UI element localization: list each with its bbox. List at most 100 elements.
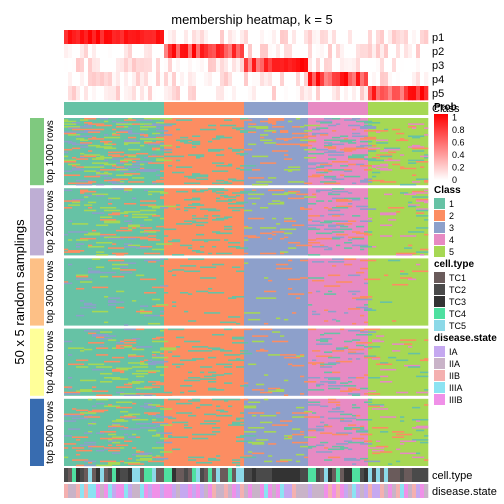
heatmap-segment [416,420,421,422]
heatmap-segment [400,273,409,275]
heatmap-segment [64,282,73,285]
membership-cell [176,58,181,73]
membership-cell [96,72,101,87]
membership-cell [108,30,113,45]
heatmap-segment [132,177,145,179]
heatmap-segment [320,165,333,167]
heatmap-segment [104,360,121,363]
membership-cell [212,58,217,73]
legend-swatch [434,272,445,283]
heatmap-segment [76,278,93,281]
heatmap-segment [156,382,169,384]
membership-cell [228,72,233,87]
heatmap-segment [352,231,361,233]
disease-state-cell [84,484,89,498]
heatmap-segment [128,382,141,384]
heatmap-segment [272,150,289,152]
prob-tick-label: 0.6 [452,138,465,148]
heatmap-segment [336,198,349,201]
disease-state-cell [280,484,285,498]
heatmap-segment [360,331,377,333]
class-bar-cell [396,102,401,115]
heatmap-segment [348,142,357,144]
class-bar-cell [180,102,185,115]
heatmap-segment [64,340,73,343]
heatmap-segment [332,118,341,120]
heatmap-segment [316,232,333,235]
heatmap-segment [152,351,161,353]
heatmap-segment [88,410,105,413]
membership-cell [104,86,109,101]
disease-state-cell [272,484,277,498]
heatmap-segment [172,171,185,174]
membership-cell [148,86,153,101]
heatmap-segment [68,204,81,206]
membership-cell [232,44,237,59]
heatmap-segment [276,460,289,463]
disease-state-cell [424,484,429,498]
heatmap-segment [104,321,109,324]
row-group-strip [30,188,44,256]
heatmap-segment [316,189,333,192]
disease-state-cell [264,484,269,498]
class-block [368,258,429,326]
heatmap-segment [404,247,413,249]
heatmap-segment [260,421,273,424]
heatmap-segment [276,412,281,414]
disease-state-cell [400,484,405,498]
cell-type-cell [208,468,213,482]
row-group-strip [30,328,44,396]
heatmap-segment [108,444,113,447]
heatmap-segment [116,391,125,394]
heatmap-segment [120,159,129,162]
disease-state-cell [408,484,413,498]
heatmap-segment [424,251,429,253]
membership-cell [380,44,385,59]
heatmap-segment [84,175,101,178]
heatmap-segment [384,159,401,162]
heatmap-segment [360,329,365,332]
membership-cell [248,72,253,87]
heatmap-segment [392,128,401,131]
heatmap-segment [72,201,81,204]
heatmap-segment [204,240,209,243]
heatmap-segment [180,244,193,247]
heatmap-segment [332,237,341,240]
heatmap-segment [112,275,125,278]
membership-cell [412,30,417,45]
heatmap-segment [208,252,213,255]
membership-cell [304,86,309,101]
heatmap-segment [416,178,429,181]
membership-cell [244,72,249,87]
heatmap-segment [340,135,349,138]
disease-state-cell [364,484,369,498]
membership-cell [420,72,425,87]
cell-type-cell [352,468,357,482]
heatmap-segment [332,265,337,267]
heatmap-segment [284,435,293,437]
heatmap-segment [84,196,89,198]
heatmap-segment [380,213,397,216]
heatmap-segment [112,167,117,170]
heatmap-segment [376,139,389,142]
cell-type-cell [260,468,265,482]
heatmap-segment [152,456,165,459]
membership-cell [364,58,369,73]
class-bar-cell [156,102,161,115]
heatmap-segment [164,155,181,158]
heatmap-segment [336,404,341,406]
heatmap-segment [200,366,213,368]
membership-cell [392,44,397,59]
heatmap-segment [168,328,185,331]
disease-state-cell [376,484,381,498]
heatmap-segment [204,413,217,416]
heatmap-segment [140,204,157,206]
heatmap-segment [160,177,173,179]
heatmap-segment [68,134,81,136]
heatmap-segment [352,406,361,409]
membership-cell [328,58,333,73]
heatmap-segment [304,156,317,159]
membership-cell [364,30,369,45]
heatmap-segment [308,328,317,331]
heatmap-segment [416,198,429,201]
